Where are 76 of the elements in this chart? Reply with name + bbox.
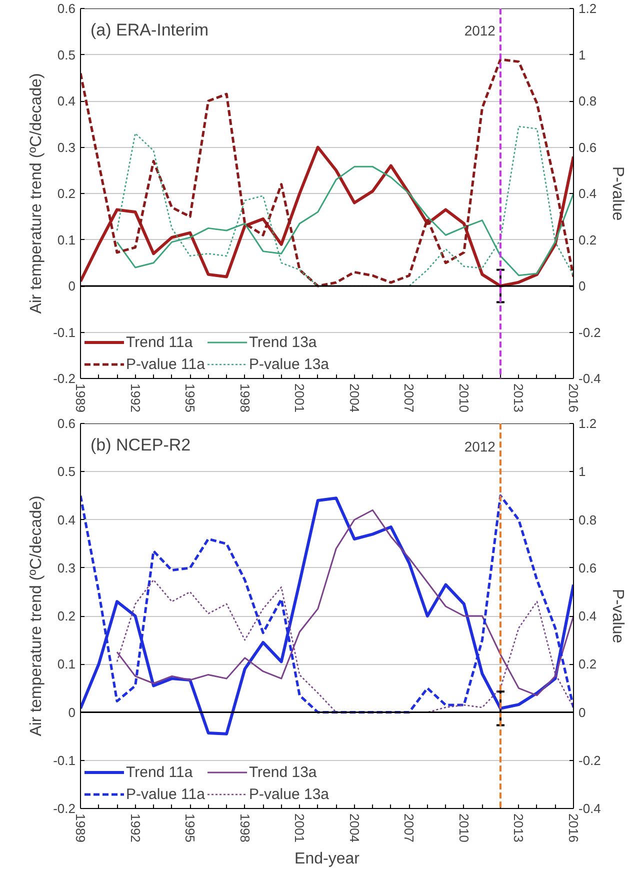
y2-tick-label: -0.4 bbox=[578, 801, 601, 816]
legend-label: Trend 11a bbox=[126, 334, 193, 350]
x-tick-label: 2013 bbox=[511, 814, 526, 842]
x-tick-label: 2010 bbox=[456, 384, 472, 412]
y-tick-label: 0.3 bbox=[57, 560, 76, 576]
y-tick-label: -0.1 bbox=[53, 752, 76, 768]
y-tick-label: 0.2 bbox=[57, 186, 76, 201]
x-tick-label: 2004 bbox=[346, 814, 362, 842]
y-axis-title: Air temperature trend (ºC/decade) bbox=[28, 496, 46, 736]
y2-tick-label: 0.2 bbox=[578, 656, 597, 672]
legend-label: P-value 11a bbox=[126, 786, 205, 802]
text: (b) NCEP-R2 bbox=[90, 436, 191, 454]
y2-tick-label: 0 bbox=[578, 704, 586, 720]
text: (a) ERA-Interim bbox=[90, 20, 209, 40]
y-tick-label: 0.2 bbox=[57, 608, 76, 624]
legend-label: Trend 13a bbox=[248, 334, 317, 350]
y2-tick-label: 1.2 bbox=[578, 416, 597, 431]
x-tick-label: 2013 bbox=[511, 384, 526, 412]
legend-label: Trend 11a bbox=[126, 764, 193, 780]
y2-tick-label: -0.4 bbox=[578, 371, 601, 386]
x-tick-label: 2007 bbox=[402, 814, 417, 842]
y2-axis-title: P-value bbox=[608, 166, 626, 221]
x-tick-label: 1992 bbox=[128, 384, 143, 412]
y-tick-label: 0.3 bbox=[57, 140, 76, 155]
y-tick-label: -0.2 bbox=[53, 371, 76, 386]
x-tick-label: 1989 bbox=[73, 814, 88, 842]
y-tick-label: 0.1 bbox=[57, 656, 76, 672]
x-tick-label: 2001 bbox=[292, 384, 308, 412]
x-tick-label: 1998 bbox=[237, 814, 252, 842]
x-tick-label: 2007 bbox=[402, 384, 417, 412]
line-series bbox=[116, 126, 574, 287]
y-tick-label: 0 bbox=[68, 278, 76, 294]
x-axis-title: End-year bbox=[294, 850, 360, 868]
y2-tick-label: 0.8 bbox=[578, 512, 597, 528]
y2-tick-label: -0.2 bbox=[578, 324, 601, 340]
x-tick-label: 1992 bbox=[128, 814, 143, 842]
x-tick-label: 2001 bbox=[292, 814, 308, 842]
x-tick-label: 1995 bbox=[182, 384, 198, 412]
y-tick-label: 0.1 bbox=[57, 232, 76, 248]
y2-tick-label: 1 bbox=[578, 464, 586, 480]
y-tick-label: 0.5 bbox=[57, 464, 76, 480]
y-tick-label: -0.1 bbox=[53, 324, 76, 340]
y-tick-label: 0.4 bbox=[57, 512, 76, 528]
y2-tick-label: 0.4 bbox=[578, 186, 597, 201]
y-tick-label: 0.6 bbox=[57, 1, 76, 16]
ref-line-label: 2012 bbox=[464, 438, 496, 455]
y2-tick-label: 1 bbox=[578, 47, 586, 62]
y-tick-label: -0.2 bbox=[53, 801, 76, 816]
legend-label: P-value 13a bbox=[248, 786, 330, 802]
y2-tick-label: -0.2 bbox=[578, 752, 601, 768]
y-tick-label: 0 bbox=[68, 704, 76, 720]
x-tick-label: 1995 bbox=[182, 814, 198, 842]
y2-tick-label: 1.2 bbox=[578, 1, 597, 16]
x-tick-label: 2016 bbox=[566, 814, 581, 842]
x-tick-label: 2016 bbox=[566, 384, 581, 412]
line-series bbox=[80, 146, 574, 288]
line-series bbox=[80, 58, 574, 288]
x-tick-label: 2004 bbox=[346, 384, 362, 412]
y-tick-label: 0.4 bbox=[57, 94, 76, 108]
y-tick-label: 0.6 bbox=[57, 416, 76, 431]
y2-tick-label: 0.2 bbox=[578, 232, 597, 248]
ref-line-label: 2012 bbox=[464, 22, 496, 39]
y2-tick-label: 0.6 bbox=[578, 140, 597, 155]
y2-tick-label: 0.8 bbox=[578, 94, 597, 108]
x-tick-label: 1998 bbox=[237, 384, 252, 412]
legend-label: P-value 11a bbox=[126, 356, 205, 372]
legend-label: P-value 13a bbox=[248, 356, 330, 372]
x-tick-label: 1989 bbox=[73, 384, 88, 412]
y2-axis-title: P-value bbox=[608, 588, 626, 644]
y2-tick-label: 0.4 bbox=[578, 608, 597, 624]
y-axis-title: Air temperature trend (ºC/decade) bbox=[28, 73, 46, 314]
legend-label: Trend 13a bbox=[248, 764, 317, 780]
x-tick-label: 2010 bbox=[456, 814, 472, 842]
y2-tick-label: 0 bbox=[578, 278, 586, 294]
y2-tick-label: 0.6 bbox=[578, 560, 597, 576]
y-tick-label: 0.5 bbox=[57, 47, 76, 62]
